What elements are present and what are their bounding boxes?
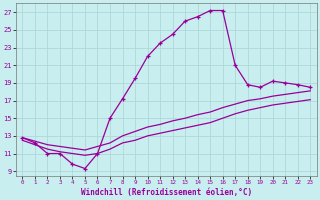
X-axis label: Windchill (Refroidissement éolien,°C): Windchill (Refroidissement éolien,°C) (81, 188, 252, 197)
